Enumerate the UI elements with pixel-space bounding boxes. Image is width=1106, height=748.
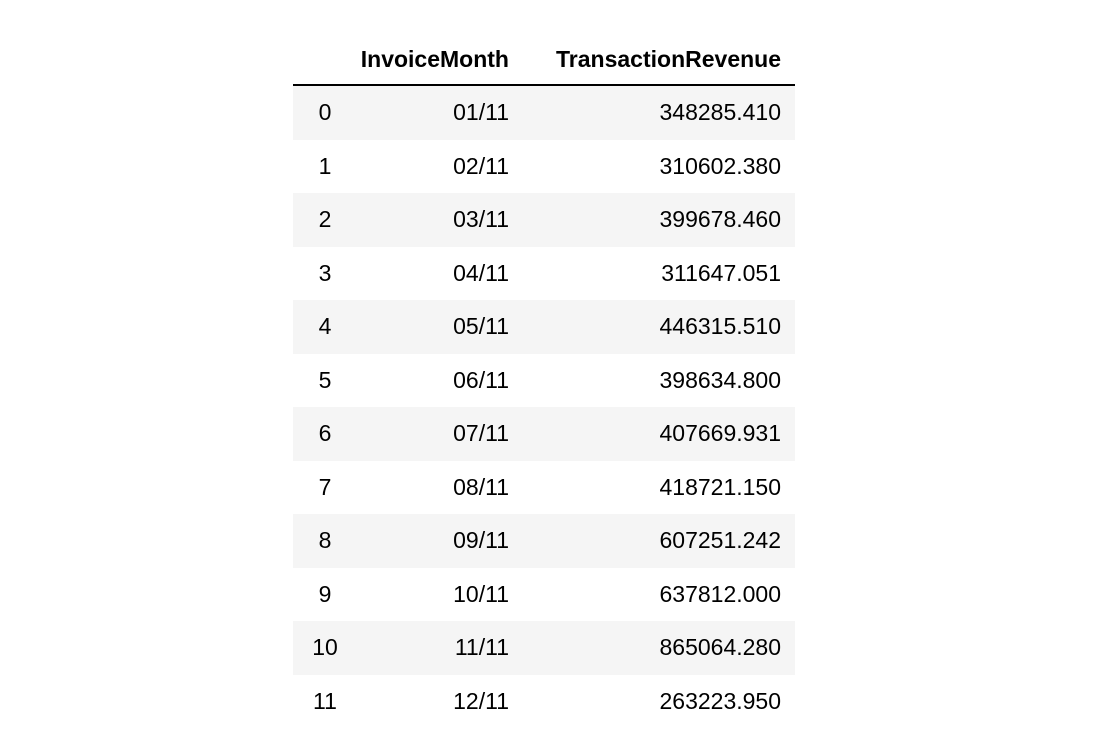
invoice-month-cell: 10/11 — [453, 580, 509, 607]
dataframe-output: InvoiceMonth TransactionRevenue 0 01/11 … — [293, 34, 795, 728]
invoice-month-cell: 11/11 — [454, 634, 509, 661]
invoice-month-cell: 09/11 — [453, 527, 509, 554]
transaction-revenue-cell: 263223.950 — [659, 687, 781, 714]
header-transaction-revenue: TransactionRevenue — [523, 34, 795, 86]
transaction-revenue-cell: 398634.800 — [659, 366, 781, 393]
transaction-revenue-cell: 637812.000 — [659, 580, 781, 607]
table-row: 1 02/11 310602.380 — [293, 139, 795, 193]
table-row: 2 03/11 399678.460 — [293, 193, 795, 247]
invoice-month-cell: 08/11 — [453, 473, 509, 500]
transaction-revenue-cell: 407669.931 — [659, 420, 781, 447]
row-index: 3 — [318, 259, 332, 286]
invoice-month-cell: 01/11 — [453, 99, 509, 126]
table-row: 6 07/11 407669.931 — [293, 407, 795, 461]
dataframe-table: InvoiceMonth TransactionRevenue 0 01/11 … — [293, 34, 795, 728]
header-invoice-month: InvoiceMonth — [357, 34, 523, 86]
transaction-revenue-cell: 399678.460 — [659, 206, 781, 233]
table-row: 8 09/11 607251.242 — [293, 514, 795, 568]
table-row: 7 08/11 418721.150 — [293, 460, 795, 514]
transaction-revenue-cell: 865064.280 — [659, 634, 781, 661]
header-index — [293, 34, 357, 86]
transaction-revenue-cell: 607251.242 — [659, 527, 781, 554]
row-index: 7 — [318, 473, 332, 500]
invoice-month-cell: 03/11 — [453, 206, 509, 233]
row-index: 9 — [318, 580, 332, 607]
transaction-revenue-cell: 311647.051 — [661, 259, 781, 286]
table-row: 11 12/11 263223.950 — [293, 674, 795, 728]
row-index: 4 — [318, 313, 332, 340]
transaction-revenue-cell: 446315.510 — [659, 313, 781, 340]
table-row: 4 05/11 446315.510 — [293, 300, 795, 354]
row-index: 5 — [318, 366, 332, 393]
row-index: 2 — [318, 206, 332, 233]
table-row: 0 01/11 348285.410 — [293, 85, 795, 140]
table-row: 9 10/11 637812.000 — [293, 567, 795, 621]
table-row: 5 06/11 398634.800 — [293, 353, 795, 407]
table-header-row: InvoiceMonth TransactionRevenue — [293, 34, 795, 86]
row-index: 11 — [313, 687, 337, 714]
invoice-month-cell: 02/11 — [453, 152, 509, 179]
invoice-month-cell: 04/11 — [453, 259, 509, 286]
row-index: 10 — [312, 634, 338, 661]
table-row: 3 04/11 311647.051 — [293, 246, 795, 300]
transaction-revenue-cell: 310602.380 — [659, 152, 781, 179]
row-index: 6 — [318, 420, 332, 447]
row-index: 8 — [318, 527, 332, 554]
row-index: 1 — [318, 152, 332, 179]
invoice-month-cell: 05/11 — [453, 313, 509, 340]
transaction-revenue-cell: 418721.150 — [659, 473, 781, 500]
invoice-month-cell: 07/11 — [453, 420, 509, 447]
transaction-revenue-cell: 348285.410 — [659, 99, 781, 126]
table-row: 10 11/11 865064.280 — [293, 621, 795, 675]
row-index: 0 — [318, 99, 332, 126]
invoice-month-cell: 06/11 — [453, 366, 509, 393]
invoice-month-cell: 12/11 — [453, 687, 509, 714]
